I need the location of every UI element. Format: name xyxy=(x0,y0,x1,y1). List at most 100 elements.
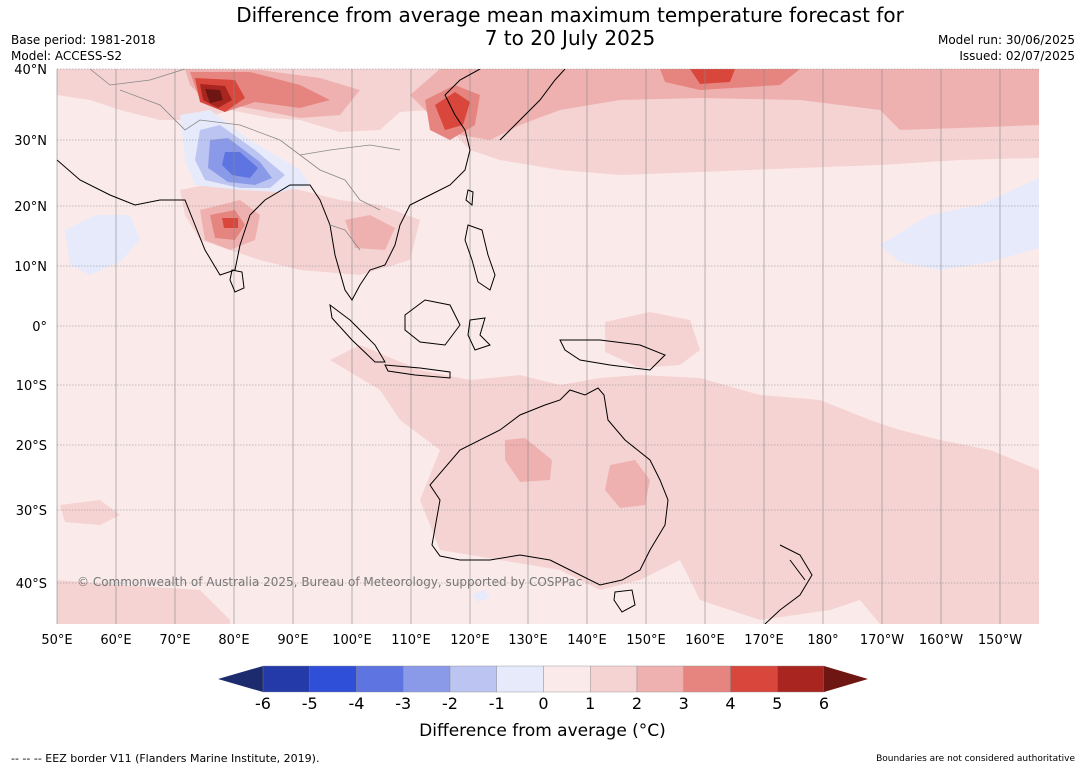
lon-label: 80°E xyxy=(218,633,249,648)
colorbar-tick-label: 2 xyxy=(632,694,642,713)
boundaries-note: Boundaries are not considered authoritat… xyxy=(876,754,1075,764)
colorbar-swatch xyxy=(590,665,638,693)
anomaly-australia-east-2-3 xyxy=(605,460,650,508)
anomaly-himalaya-above6 xyxy=(205,89,223,103)
copyright-text: © Commonwealth of Australia 2025, Bureau… xyxy=(77,575,582,589)
colorbar-swatch xyxy=(356,665,404,693)
colorbar-swatch xyxy=(449,665,497,693)
lat-labels: 40°N 30°N 20°N 10°N 0° 10°S 20°S 30°S 40… xyxy=(14,63,47,592)
meta-right: Model run: 30/06/2025 Issued: 02/07/2025 xyxy=(938,32,1075,64)
lat-label: 0° xyxy=(32,320,47,335)
colorbar-swatch xyxy=(777,665,825,693)
eez-note: -- -- -- EEZ border V11 (Flanders Marine… xyxy=(11,752,320,765)
colorbar-swatch xyxy=(403,665,451,693)
anomaly-australia-1-2 xyxy=(330,345,1039,624)
australia-coast xyxy=(429,387,669,586)
lat-label: 40°S xyxy=(16,577,47,592)
colorbar-tick-label: 5 xyxy=(772,694,782,713)
lat-label: 10°S xyxy=(16,379,47,394)
lon-label: 100°E xyxy=(332,633,372,648)
model-run: Model run: 30/06/2025 xyxy=(937,33,1075,47)
colorbar-tick-label: 3 xyxy=(679,694,689,713)
lon-label: 110°E xyxy=(391,633,431,648)
issued-date: Issued: 02/07/2025 xyxy=(959,49,1075,63)
anomaly-south-1-2 xyxy=(57,580,230,624)
sulawesi-coast xyxy=(467,317,491,351)
new-guinea-coast xyxy=(559,339,666,371)
lat-label: 40°N xyxy=(14,63,47,78)
lon-label: 160°E xyxy=(685,633,725,648)
title-line-2: 7 to 20 July 2025 xyxy=(484,26,656,50)
asia-mainland-coast xyxy=(57,69,481,301)
lon-label: 180° xyxy=(807,633,838,648)
country-borders xyxy=(89,69,401,251)
meta-left: Base period: 1981-2018 Model: ACCESS-S2 xyxy=(11,32,156,64)
tasmania-coast xyxy=(613,589,636,613)
colorbar-tick-label: -5 xyxy=(302,694,318,713)
colorbar-swatch xyxy=(309,665,357,693)
lon-label: 90°E xyxy=(277,633,308,648)
colorbar-tick-label: -3 xyxy=(395,694,411,713)
taiwan-coast xyxy=(465,189,474,207)
anomaly-arabia-cool xyxy=(65,215,140,275)
border-line xyxy=(89,69,186,86)
lon-label: 150°W xyxy=(978,633,1022,648)
lat-label: 20°N xyxy=(14,200,47,215)
lon-label: 50°E xyxy=(41,633,72,648)
lon-labels: 50°E 60°E 70°E 80°E 90°E 100°E 110°E 120… xyxy=(41,633,1022,648)
colorbar-tick-label: -2 xyxy=(442,694,458,713)
base-period: Base period: 1981-2018 xyxy=(11,33,156,47)
colorbar-tick-label: 0 xyxy=(538,694,548,713)
philippines-coast xyxy=(464,224,496,291)
colorbar-swatch xyxy=(543,665,591,693)
new-zealand-coast xyxy=(764,544,813,624)
colorbar-swatches xyxy=(218,665,868,693)
border-line xyxy=(299,144,401,156)
colorbar-tick-label: -6 xyxy=(255,694,271,713)
colorbar-swatch xyxy=(496,665,544,693)
colorbar-extend-high xyxy=(824,666,868,692)
lon-label: 160°W xyxy=(919,633,963,648)
lon-label: 170°E xyxy=(744,633,784,648)
lon-label: 150°E xyxy=(626,633,666,648)
colorbar-tick-label: 4 xyxy=(725,694,735,713)
anomaly-south-blob-1-2 xyxy=(60,500,120,525)
model-name: Model: ACCESS-S2 xyxy=(11,49,123,63)
colorbar-ticks: -6 -5 -4 -3 -2 -1 0 1 2 3 4 5 6 xyxy=(255,694,829,713)
meridians xyxy=(56,69,1001,624)
lon-label: 70°E xyxy=(159,633,190,648)
colorbar-label: Difference from average (°C) xyxy=(419,721,666,741)
lon-label: 170°W xyxy=(860,633,904,648)
map-title: Difference from average mean maximum tem… xyxy=(0,4,1085,50)
anomaly-field xyxy=(57,69,1039,624)
colorbar-tick-label: 6 xyxy=(819,694,829,713)
border-line xyxy=(119,89,381,211)
graticule xyxy=(56,68,1039,624)
colorbar-swatch xyxy=(683,665,731,693)
coastlines xyxy=(57,69,813,624)
colorbar-tick-label: -4 xyxy=(349,694,365,713)
lat-label: 30°N xyxy=(14,134,47,149)
sumatra-coast xyxy=(329,303,386,363)
lon-label: 60°E xyxy=(100,633,131,648)
borneo-coast xyxy=(404,299,461,346)
title-line-1: Difference from average mean maximum tem… xyxy=(236,3,904,27)
japan-coast xyxy=(499,69,566,141)
anomaly-north-4-5 xyxy=(690,69,735,84)
java-coast xyxy=(384,364,451,379)
lat-label: 20°S xyxy=(16,439,47,454)
anomaly-pacific-cool xyxy=(880,178,1039,270)
colorbar-swatch xyxy=(636,665,684,693)
colorbar-swatch xyxy=(730,665,778,693)
anomaly-small-cool xyxy=(472,590,490,602)
anomaly-india-cool-3to-4 xyxy=(222,152,258,178)
lon-label: 140°E xyxy=(567,633,607,648)
lat-label: 30°S xyxy=(16,504,47,519)
anomaly-india-4-5 xyxy=(222,218,238,228)
lat-label: 10°N xyxy=(14,260,47,275)
lon-label: 120°E xyxy=(450,633,490,648)
colorbar-swatch xyxy=(262,665,310,693)
colorbar-extend-low xyxy=(218,666,263,692)
sri-lanka-coast xyxy=(229,269,245,293)
colorbar: -6 -5 -4 -3 -2 -1 0 1 2 3 4 5 6 xyxy=(218,665,868,713)
